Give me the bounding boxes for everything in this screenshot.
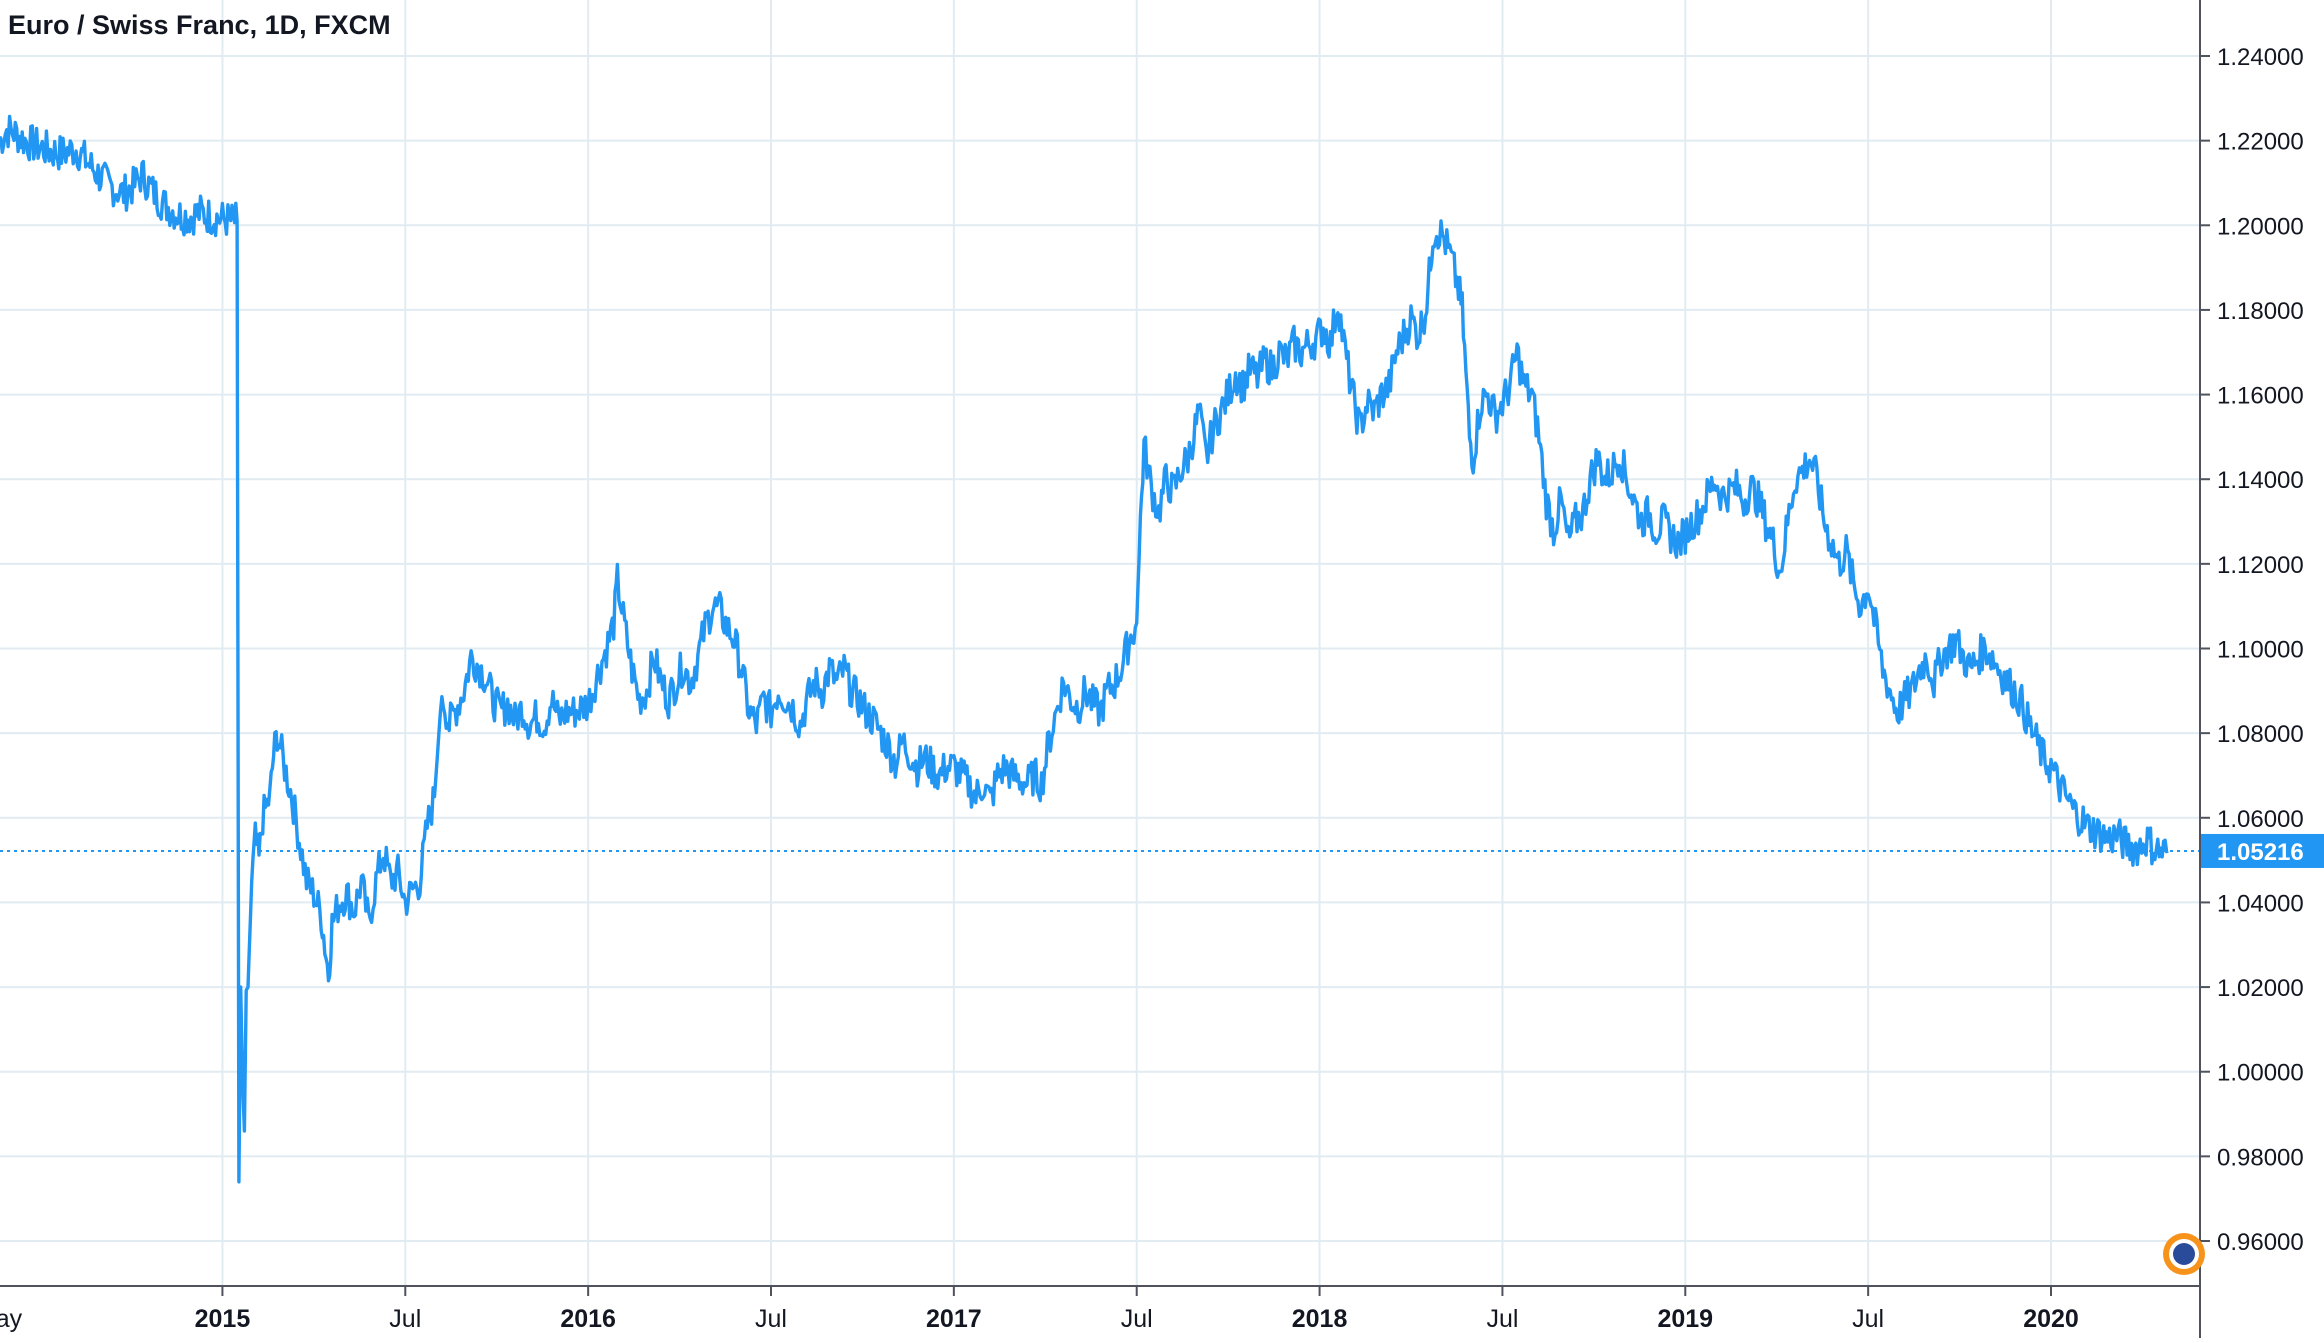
x-tick-label: Jul [1852, 1305, 1884, 1333]
y-tick-label: 1.20000 [2217, 213, 2304, 240]
x-tick-label: Jul [389, 1305, 421, 1333]
last-price-label: 1.05216 [2217, 839, 2304, 866]
y-tick-label: 1.08000 [2217, 721, 2304, 748]
x-tick-label: 2017 [926, 1305, 982, 1333]
y-tick-label: 1.06000 [2217, 806, 2304, 833]
x-tick-label: 2015 [195, 1305, 251, 1333]
x-tick-label: Jul [1486, 1305, 1518, 1333]
x-tick-label: Jul [755, 1305, 787, 1333]
logo-center [2173, 1243, 2195, 1265]
y-tick-label: 1.04000 [2217, 890, 2304, 917]
y-tick-label: 1.12000 [2217, 552, 2304, 579]
series-layer [0, 114, 2200, 1184]
price-tag[interactable]: 1.05216 [2201, 833, 2324, 868]
series-line-eurchf [0, 114, 2169, 1184]
y-tick-label: 1.18000 [2217, 298, 2304, 325]
x-tick-label: 2020 [2023, 1305, 2079, 1333]
y-tick-label: 1.10000 [2217, 637, 2304, 664]
y-tick-label: 1.00000 [2217, 1060, 2304, 1087]
y-tick-label: 1.02000 [2217, 975, 2304, 1002]
x-tick-label: 2019 [1657, 1305, 1713, 1333]
chart-title: Euro / Swiss Franc, 1D, FXCM [8, 10, 391, 40]
y-tick-label: 0.96000 [2217, 1229, 2304, 1256]
x-tick-label: Jul [1121, 1305, 1153, 1333]
x-tick-label: 2018 [1292, 1305, 1348, 1333]
y-tick-label: 1.24000 [2217, 44, 2304, 71]
x-tick-label: ay [0, 1305, 23, 1333]
last-price-tag [2201, 833, 2324, 868]
x-tick-label: 2016 [560, 1305, 616, 1333]
y-tick-label: 0.98000 [2217, 1144, 2304, 1171]
y-tick-label: 1.16000 [2217, 383, 2304, 410]
tradingview-logo-icon[interactable] [2163, 1233, 2205, 1275]
y-tick-label: 1.14000 [2217, 467, 2304, 494]
y-tick-label: 1.22000 [2217, 129, 2304, 156]
grid-lines [0, 0, 2200, 1286]
